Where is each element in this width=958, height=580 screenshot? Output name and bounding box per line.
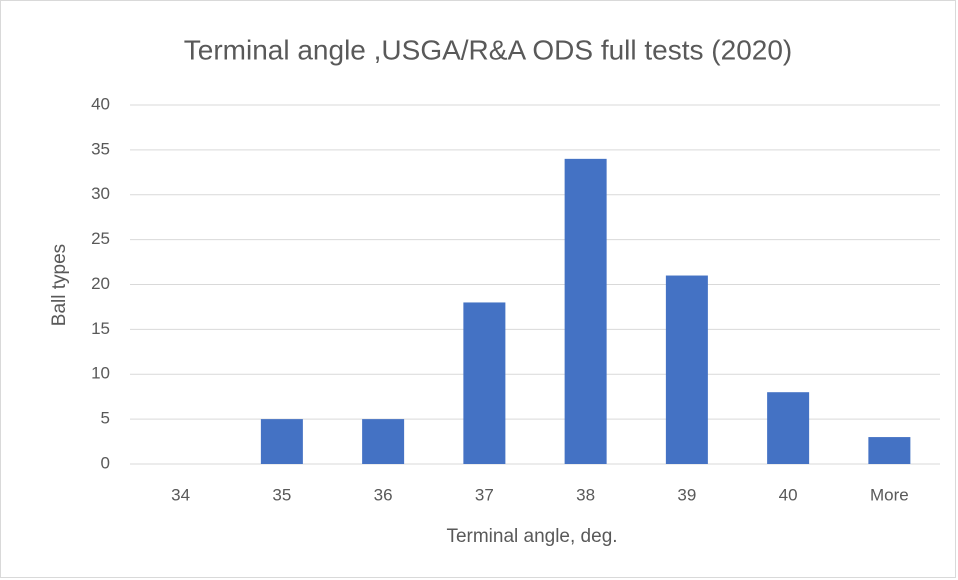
x-tick-label: 40: [779, 485, 798, 504]
x-axis-label: Terminal angle, deg.: [446, 526, 617, 547]
bar: [362, 419, 405, 464]
bar: [665, 275, 708, 464]
y-tick-label: 10: [91, 364, 110, 383]
bar: [767, 392, 810, 464]
bar: [463, 302, 506, 464]
y-tick-label: 0: [101, 453, 110, 472]
y-tick-label: 40: [91, 94, 110, 113]
x-tick-label: 35: [272, 485, 291, 504]
y-tick-label: 15: [91, 319, 110, 338]
y-tick-label: 30: [91, 184, 110, 203]
bar: [868, 437, 911, 464]
x-tick-label: More: [870, 485, 909, 504]
y-tick-label: 5: [101, 409, 110, 428]
bar: [260, 419, 303, 464]
y-axis-label: Ball types: [49, 244, 70, 326]
x-tick-label: 39: [677, 485, 696, 504]
x-tick-label: 36: [374, 485, 393, 504]
y-tick-label: 25: [91, 229, 110, 248]
bar: [564, 158, 607, 464]
chart-title: Terminal angle ,USGA/R&A ODS full tests …: [184, 34, 792, 65]
x-tick-label: 38: [576, 485, 595, 504]
x-tick-label: 34: [171, 485, 190, 504]
y-tick-label: 20: [91, 274, 110, 293]
x-tick-label: 37: [475, 485, 494, 504]
y-tick-label: 35: [91, 139, 110, 158]
